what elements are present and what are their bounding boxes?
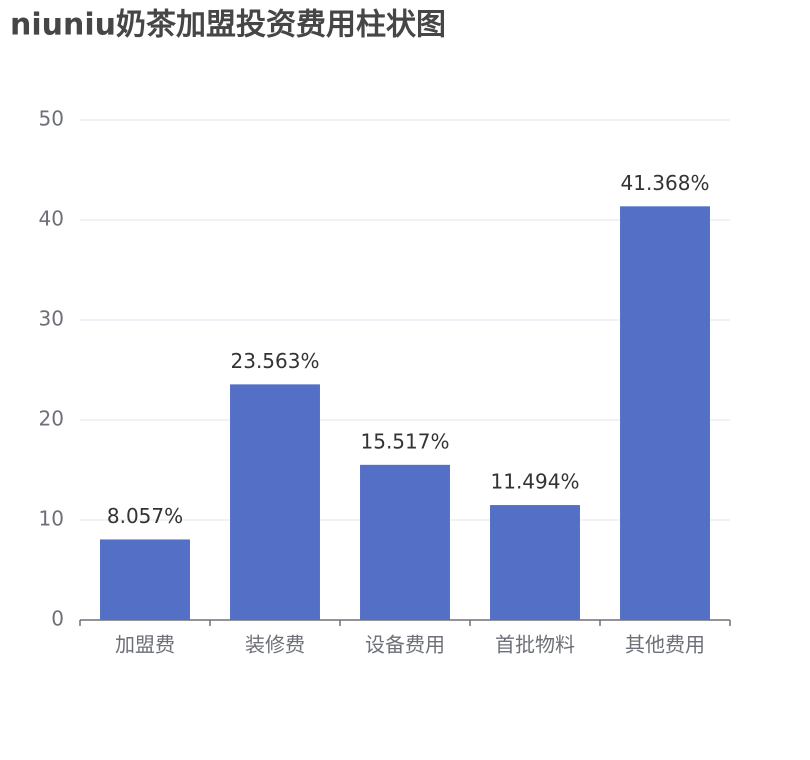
bar — [620, 206, 710, 620]
y-tick-label: 50 — [39, 107, 64, 131]
x-tick-label: 首批物料 — [495, 633, 575, 657]
y-tick-label: 40 — [39, 207, 64, 231]
y-tick-label: 10 — [39, 507, 64, 531]
y-tick-label: 0 — [51, 607, 64, 631]
value-label: 23.563% — [231, 349, 320, 373]
y-tick-label: 30 — [39, 307, 64, 331]
value-label: 41.368% — [621, 171, 710, 195]
x-tick-label: 加盟费 — [115, 633, 175, 657]
bar — [360, 464, 450, 620]
value-label: 15.517% — [361, 429, 450, 453]
x-tick-label: 设备费用 — [365, 633, 445, 657]
y-tick-label: 20 — [39, 407, 64, 431]
value-label: 11.494% — [491, 470, 580, 494]
bar — [230, 384, 320, 620]
x-tick-label: 其他费用 — [625, 633, 705, 657]
x-tick-label: 装修费 — [245, 633, 305, 657]
bar — [100, 539, 190, 620]
chart-title: niuniu奶茶加盟投资费用柱状图 — [10, 8, 446, 43]
value-label: 8.057% — [107, 504, 183, 528]
bar — [490, 505, 580, 620]
